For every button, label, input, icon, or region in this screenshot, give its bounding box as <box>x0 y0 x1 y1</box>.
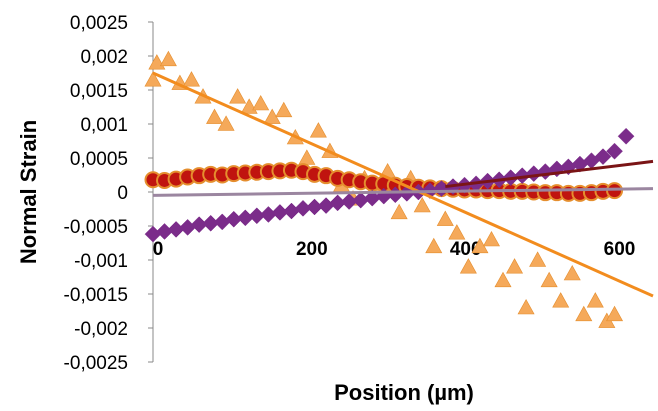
y-tick-label: 0 <box>117 183 128 204</box>
y-tick-label: 0,0015 <box>70 81 128 102</box>
data-point-diamond <box>606 142 623 160</box>
data-point-triangle <box>252 94 270 111</box>
data-point-triangle <box>540 271 558 288</box>
data-point-triangle <box>298 149 316 165</box>
data-point-triangle <box>390 203 408 220</box>
y-tick-label: 0,0025 <box>70 13 128 34</box>
x-tick-label: 600 <box>604 239 636 260</box>
data-point-triangle <box>506 258 524 274</box>
data-point-triangle <box>436 210 454 226</box>
y-tick-label: -0,0025 <box>64 353 128 374</box>
data-point-triangle <box>206 108 224 124</box>
y-axis-ticks: 0,0025 0,002 0,0015 0,001 0,0005 0 -0,0005 -0,0… <box>64 13 153 374</box>
trendline <box>152 187 654 197</box>
data-point-triangle <box>275 101 293 118</box>
data-point-triangle <box>413 196 431 213</box>
y-tick-label: 0,0005 <box>70 149 128 170</box>
x-axis-ticks: 0 200 400 600 <box>153 239 636 260</box>
y-tick-label: -0,0005 <box>64 217 128 238</box>
data-point-diamond <box>536 163 554 180</box>
data-point-triangle <box>482 230 500 247</box>
y-axis-title: Normal Strain <box>16 120 41 264</box>
data-point-triangle <box>217 115 235 131</box>
data-point-triangle <box>144 71 162 87</box>
x-axis-title: Position (µm) <box>334 380 474 405</box>
data-point-triangle <box>459 258 477 274</box>
data-point-diamond <box>283 202 300 220</box>
data-point-triangle <box>309 122 327 138</box>
y-tick-label: -0,0015 <box>64 285 128 306</box>
data-point-triangle <box>494 271 512 288</box>
data-point-diamond <box>213 213 231 231</box>
x-tick-label: 200 <box>296 239 328 260</box>
data-point-diamond <box>317 197 335 214</box>
data-point-triangle <box>552 292 570 308</box>
data-point-triangle <box>425 237 443 254</box>
data-point-triangle <box>575 305 593 322</box>
trendline-layer <box>152 71 654 298</box>
x-tick-label: 0 <box>153 239 164 260</box>
x-tick-label: 400 <box>450 239 482 260</box>
data-point-triangle <box>159 50 177 67</box>
data-point-triangle <box>517 298 535 315</box>
data-point-triangle <box>563 264 581 281</box>
y-tick-label: 0,001 <box>80 115 128 136</box>
data-point-triangle <box>606 305 624 322</box>
data-point-triangle <box>182 71 200 87</box>
data-point-triangle <box>229 88 247 104</box>
y-tick-label: -0,002 <box>74 319 128 340</box>
data-point-triangle <box>448 224 466 240</box>
y-tick-label: 0,002 <box>80 47 128 68</box>
data-point-triangle <box>586 292 604 308</box>
data-point-diamond <box>594 148 612 165</box>
y-tick-label: -0,001 <box>74 251 128 272</box>
trendline <box>445 159 654 189</box>
series-triangle <box>144 50 624 328</box>
data-point-diamond <box>179 219 196 236</box>
data-point-triangle <box>529 251 547 267</box>
trendline <box>152 71 654 298</box>
data-point-diamond <box>617 127 635 145</box>
